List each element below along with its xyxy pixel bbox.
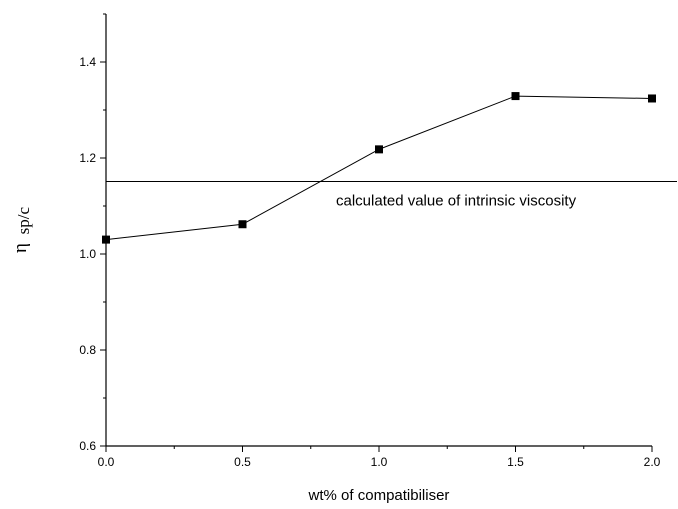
series-line [105, 95, 653, 241]
data-point [511, 92, 520, 101]
x-tick-label: 1.5 [507, 455, 524, 469]
y-tick-label: 1.0 [79, 247, 96, 261]
y-axis-subscript: sp/c [14, 207, 33, 235]
x-tick-label: 0.0 [98, 455, 115, 469]
data-point [102, 235, 110, 244]
y-tick-label: 0.6 [79, 439, 96, 453]
y-tick-label: 1.4 [79, 55, 96, 69]
series-group [102, 92, 656, 244]
x-tick-label: 1.0 [371, 455, 388, 469]
reference-line-group: calculated value of intrinsic viscosity [106, 181, 677, 210]
data-point [375, 145, 383, 154]
x-axis-title: wt% of compatibiliser [308, 487, 450, 504]
y-tick-label: 1.2 [79, 151, 96, 165]
reference-line-label: calculated value of intrinsic viscosity [336, 193, 577, 210]
x-tick-label: 2.0 [644, 455, 661, 469]
x-tick-label: 0.5 [234, 455, 251, 469]
y-axis-title: η sp/c [10, 207, 33, 254]
y-axis-symbol: η [10, 243, 31, 253]
data-point [238, 220, 247, 229]
ticks: 0.0 0.5 1.0 1.5 2.0 0.6 0.8 1.0 1.2 1.4 [79, 13, 661, 469]
data-point [648, 94, 656, 103]
y-tick-label: 0.8 [79, 343, 96, 357]
